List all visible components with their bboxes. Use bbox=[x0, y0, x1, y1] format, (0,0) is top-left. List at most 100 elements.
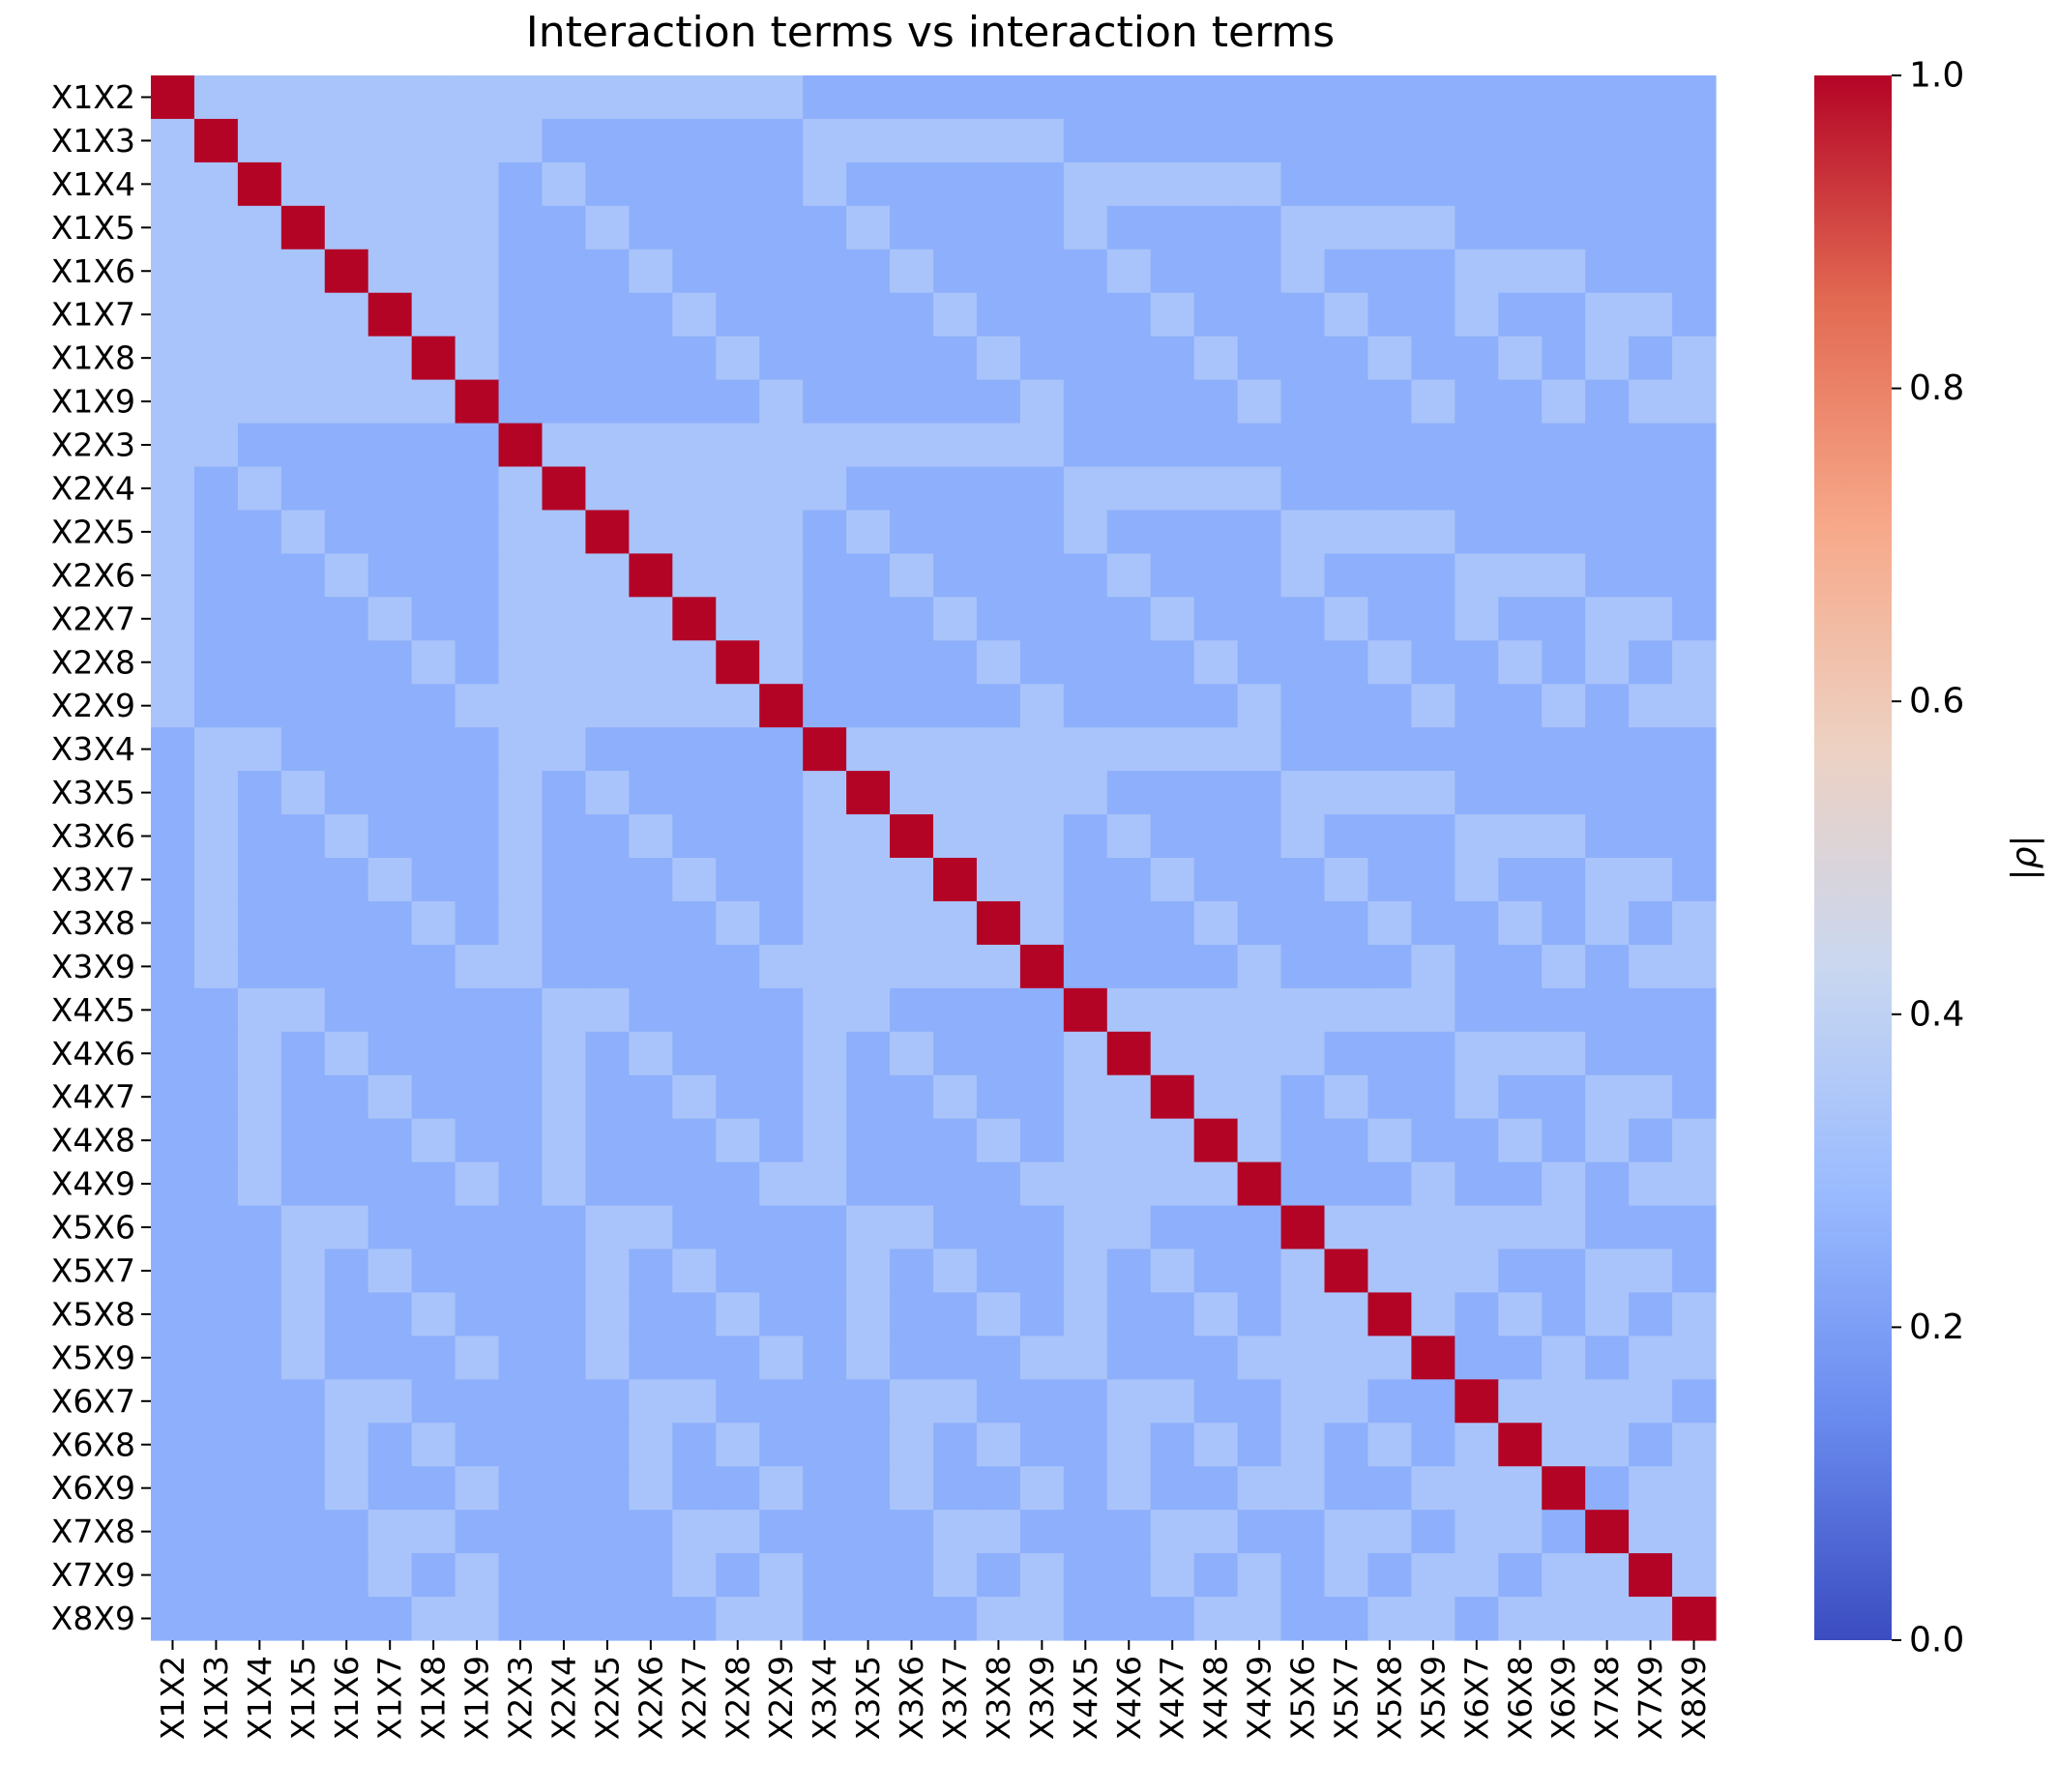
heatmap-cell bbox=[1498, 249, 1543, 294]
heatmap-cell bbox=[1367, 205, 1412, 250]
heatmap-cell bbox=[151, 1205, 195, 1250]
heatmap-cell bbox=[1455, 1074, 1499, 1120]
heatmap-cell bbox=[672, 1249, 717, 1294]
heatmap-cell bbox=[1106, 1597, 1152, 1641]
heatmap-cell bbox=[933, 1031, 978, 1076]
heatmap-cell bbox=[411, 1118, 456, 1163]
heatmap-cell bbox=[1324, 1423, 1369, 1467]
heatmap-cell bbox=[1106, 900, 1152, 946]
row-tick-label: X1X8 bbox=[51, 339, 135, 377]
heatmap-cell bbox=[1280, 1205, 1326, 1250]
heatmap-cell bbox=[1237, 944, 1282, 989]
heatmap-cell bbox=[498, 162, 544, 207]
heatmap-cell bbox=[498, 771, 544, 815]
heatmap-cell bbox=[1324, 1161, 1369, 1207]
heatmap-cell bbox=[1367, 1292, 1412, 1337]
heatmap-cell bbox=[1542, 379, 1586, 425]
heatmap-cell bbox=[237, 423, 282, 468]
heatmap-cell bbox=[759, 1510, 804, 1554]
heatmap-cell bbox=[1019, 987, 1065, 1033]
heatmap-cell bbox=[324, 1466, 369, 1511]
heatmap-cell bbox=[1280, 423, 1326, 468]
heatmap-cell bbox=[585, 205, 630, 250]
heatmap-cell bbox=[672, 510, 717, 554]
heatmap-cell bbox=[890, 858, 934, 902]
heatmap-cell bbox=[1455, 597, 1499, 641]
heatmap-cell bbox=[1585, 1118, 1630, 1163]
heatmap-cell bbox=[672, 944, 717, 989]
heatmap-cell bbox=[1063, 858, 1108, 902]
heatmap-cell bbox=[585, 1161, 630, 1207]
column-tick-label: X3X9 bbox=[1023, 1656, 1061, 1740]
heatmap-cell bbox=[585, 1379, 630, 1424]
heatmap-cell bbox=[846, 1553, 891, 1598]
heatmap-cell bbox=[1237, 423, 1282, 468]
heatmap-cell bbox=[976, 1466, 1021, 1511]
heatmap-cell bbox=[1063, 75, 1108, 120]
heatmap-cell bbox=[324, 1510, 369, 1554]
heatmap-cell bbox=[629, 1249, 673, 1294]
heatmap-cell bbox=[672, 118, 717, 163]
heatmap-cell bbox=[846, 727, 891, 772]
heatmap-cell bbox=[1542, 75, 1586, 120]
heatmap-cell bbox=[976, 987, 1021, 1033]
heatmap-cell bbox=[585, 1466, 630, 1511]
heatmap-cell bbox=[368, 162, 413, 207]
heatmap-cell bbox=[498, 1379, 544, 1424]
heatmap-cell bbox=[1193, 379, 1239, 425]
heatmap-cell bbox=[542, 1553, 587, 1598]
heatmap-cell bbox=[193, 684, 239, 728]
heatmap-cell bbox=[1106, 292, 1152, 338]
heatmap-cell bbox=[1280, 1379, 1326, 1424]
heatmap-cell bbox=[1193, 1292, 1239, 1337]
heatmap-cell bbox=[1063, 944, 1108, 989]
heatmap-cell bbox=[585, 162, 630, 207]
heatmap-cell bbox=[151, 1292, 195, 1337]
heatmap-cell bbox=[933, 1249, 978, 1294]
heatmap-cell bbox=[716, 1205, 760, 1250]
heatmap-cell bbox=[542, 1074, 587, 1120]
heatmap-cell bbox=[1019, 1249, 1065, 1294]
heatmap-cell bbox=[1672, 727, 1717, 772]
column-tick-label: X1X8 bbox=[415, 1656, 453, 1740]
column-tick-label: X1X6 bbox=[328, 1656, 366, 1740]
heatmap-cell bbox=[1106, 423, 1152, 468]
heatmap-cell bbox=[1542, 292, 1586, 338]
heatmap-cell bbox=[585, 466, 630, 512]
heatmap-cell bbox=[1150, 1205, 1195, 1250]
heatmap-cell bbox=[1672, 553, 1717, 598]
heatmap-cell bbox=[1542, 1292, 1586, 1337]
heatmap-cell bbox=[1672, 336, 1717, 381]
heatmap-cell bbox=[368, 1074, 413, 1120]
heatmap-cell bbox=[890, 1553, 934, 1598]
heatmap-cell bbox=[542, 1031, 587, 1076]
heatmap-cell bbox=[933, 118, 978, 163]
heatmap-cell bbox=[1106, 1249, 1152, 1294]
heatmap-cell bbox=[1063, 292, 1108, 338]
heatmap-cell bbox=[455, 292, 500, 338]
heatmap-cell bbox=[1324, 771, 1369, 815]
heatmap-cell bbox=[1019, 771, 1065, 815]
heatmap-cell bbox=[716, 118, 760, 163]
heatmap-cell bbox=[1542, 510, 1586, 554]
heatmap-cell bbox=[280, 1074, 326, 1120]
heatmap-cell bbox=[1411, 1423, 1455, 1467]
heatmap-cell bbox=[1367, 727, 1412, 772]
heatmap-cell bbox=[1498, 1161, 1543, 1207]
heatmap-cell bbox=[629, 1118, 673, 1163]
heatmap-cell bbox=[1367, 944, 1412, 989]
heatmap-cell bbox=[1019, 858, 1065, 902]
heatmap-cell bbox=[1193, 900, 1239, 946]
heatmap-cell bbox=[672, 858, 717, 902]
heatmap-cell bbox=[672, 336, 717, 381]
heatmap-cell bbox=[716, 1031, 760, 1076]
heatmap-cell bbox=[324, 944, 369, 989]
heatmap-cell bbox=[1585, 118, 1630, 163]
heatmap-cell bbox=[1672, 1553, 1717, 1598]
heatmap-cell bbox=[455, 727, 500, 772]
heatmap-cell bbox=[1411, 1249, 1455, 1294]
heatmap-cell bbox=[759, 292, 804, 338]
heatmap-cell bbox=[411, 1597, 456, 1641]
heatmap-cell bbox=[1542, 1031, 1586, 1076]
heatmap-cell bbox=[1411, 1074, 1455, 1120]
